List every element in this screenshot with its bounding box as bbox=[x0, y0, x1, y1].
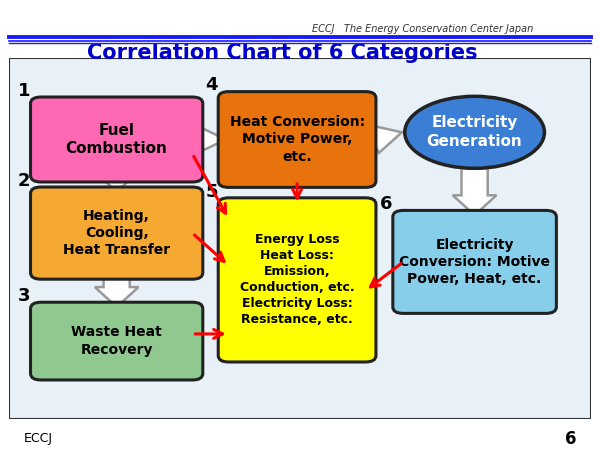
Text: 1: 1 bbox=[18, 82, 30, 100]
Text: Heating,
Cooling,
Heat Transfer: Heating, Cooling, Heat Transfer bbox=[63, 209, 170, 257]
Text: 6: 6 bbox=[565, 430, 576, 448]
Text: Fuel
Combustion: Fuel Combustion bbox=[66, 123, 167, 156]
Text: Electricity
Generation: Electricity Generation bbox=[427, 116, 523, 149]
Polygon shape bbox=[95, 172, 139, 192]
Ellipse shape bbox=[405, 96, 544, 168]
Text: 4: 4 bbox=[205, 76, 218, 94]
FancyBboxPatch shape bbox=[393, 211, 556, 313]
Text: ECCJ: ECCJ bbox=[24, 432, 53, 445]
Text: 3: 3 bbox=[18, 287, 30, 305]
Text: 6: 6 bbox=[380, 195, 392, 213]
Text: 2: 2 bbox=[18, 172, 30, 190]
Polygon shape bbox=[361, 124, 402, 153]
FancyBboxPatch shape bbox=[31, 97, 203, 182]
Text: Correlation Chart of 6 Categories: Correlation Chart of 6 Categories bbox=[86, 43, 478, 63]
Text: Waste Heat
Recovery: Waste Heat Recovery bbox=[71, 325, 162, 357]
Text: 5: 5 bbox=[205, 183, 218, 201]
Polygon shape bbox=[453, 168, 496, 215]
Text: Electricity
Conversion: Motive
Power, Heat, etc.: Electricity Conversion: Motive Power, He… bbox=[399, 238, 550, 286]
Text: Energy Loss
Heat Loss:
Emission,
Conduction, etc.
Electricity Loss:
Resistance, : Energy Loss Heat Loss: Emission, Conduct… bbox=[240, 234, 355, 326]
FancyBboxPatch shape bbox=[31, 187, 203, 279]
FancyBboxPatch shape bbox=[218, 92, 376, 187]
Polygon shape bbox=[193, 124, 226, 155]
Polygon shape bbox=[95, 273, 139, 307]
FancyBboxPatch shape bbox=[218, 198, 376, 362]
Text: ECCJ   The Energy Conservation Center Japan: ECCJ The Energy Conservation Center Japa… bbox=[312, 24, 533, 34]
FancyBboxPatch shape bbox=[31, 302, 203, 380]
Text: Heat Conversion:
Motive Power,
etc.: Heat Conversion: Motive Power, etc. bbox=[230, 115, 365, 164]
FancyBboxPatch shape bbox=[9, 58, 591, 418]
